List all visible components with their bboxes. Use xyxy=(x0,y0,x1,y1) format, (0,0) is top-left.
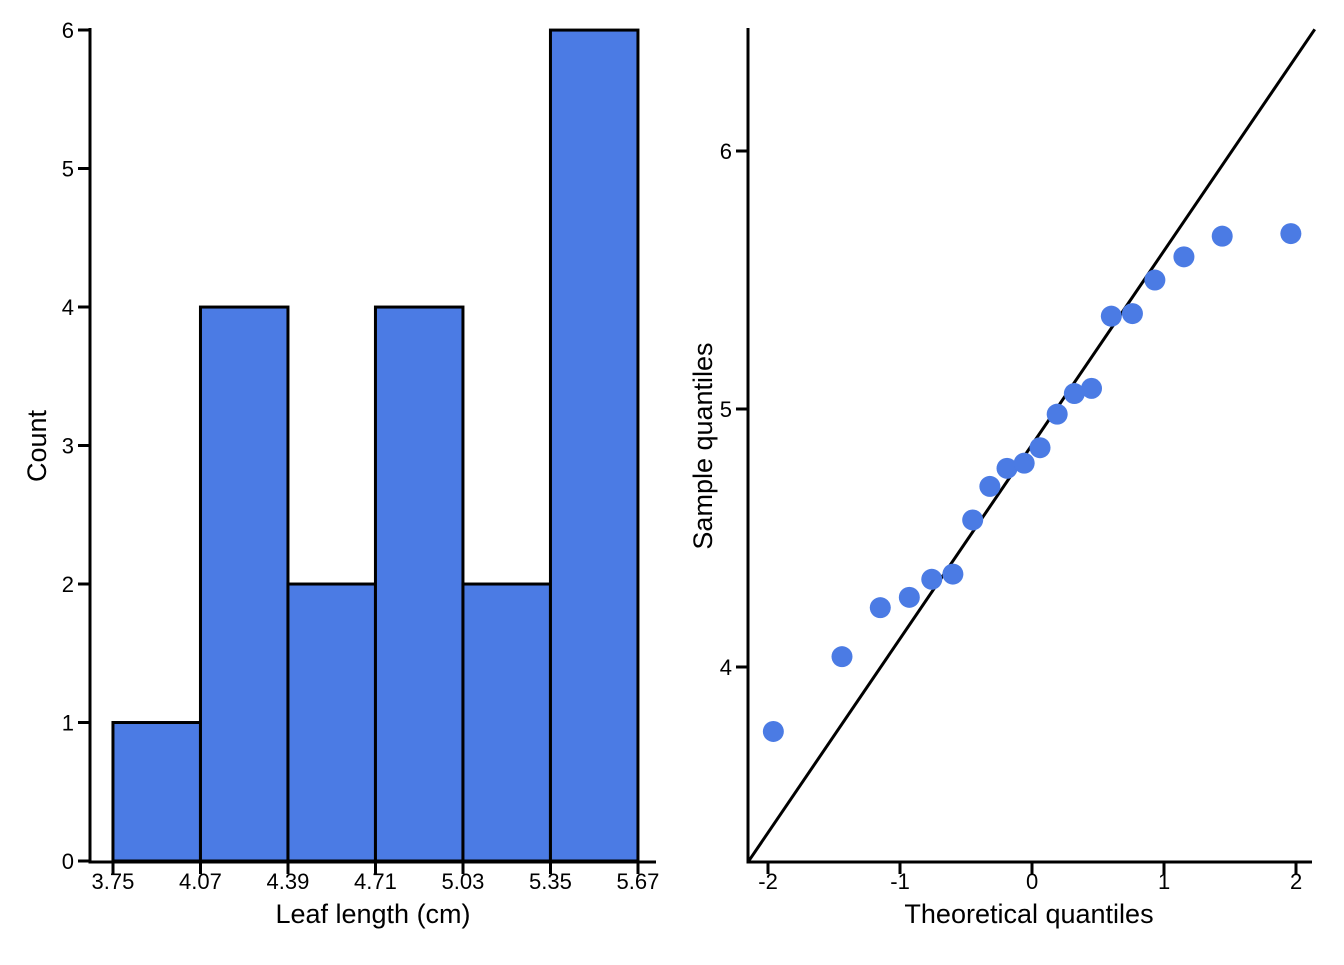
x-axis-title: Leaf length (cm) xyxy=(275,899,470,929)
x-tick-label: 4.07 xyxy=(179,869,222,894)
x-tick-label: -1 xyxy=(890,869,910,894)
x-tick-label: 2 xyxy=(1290,869,1302,894)
y-tick-label: 1 xyxy=(62,711,74,736)
x-tick-label: 0 xyxy=(1026,869,1038,894)
y-tick-label: 2 xyxy=(62,572,74,597)
x-tick-label: 5.35 xyxy=(529,869,572,894)
qq-point xyxy=(979,475,1001,497)
y-tick-label: 4 xyxy=(62,295,74,320)
x-tick-label: -2 xyxy=(758,869,778,894)
qq-point xyxy=(1173,246,1195,268)
qq-point xyxy=(1121,303,1143,325)
qq-point xyxy=(1013,452,1035,474)
qq-point xyxy=(1100,305,1122,327)
qq-point xyxy=(898,586,920,608)
y-tick-label: 6 xyxy=(720,139,732,164)
x-tick-label: 3.75 xyxy=(92,869,135,894)
qq-point xyxy=(1063,383,1085,405)
histogram-bar xyxy=(111,721,202,863)
y-axis-title: Count xyxy=(22,409,52,482)
x-tick-label: 5.67 xyxy=(617,869,660,894)
histogram-panel: 3.75 4.07 4.39 4.71 5.03 5.35 5.67 0 1 2 3 4 5 6 Leaf … xyxy=(22,18,659,929)
qq-point xyxy=(1046,403,1068,425)
y-tick-label: 5 xyxy=(62,157,74,182)
y-tick-label: 0 xyxy=(62,849,74,874)
histogram-bar xyxy=(373,305,465,863)
y-tick-label: 5 xyxy=(720,397,732,422)
histogram-bar xyxy=(286,582,377,863)
histogram-bar xyxy=(198,305,290,863)
qq-plot-panel: -2 -1 0 1 2 4 5 6 Theoretical quantiles Sample qu… xyxy=(688,28,1316,929)
histogram-bar xyxy=(461,582,552,863)
x-axis-title: Theoretical quantiles xyxy=(904,899,1153,929)
x-tick-label: 5.03 xyxy=(442,869,485,894)
qq-point xyxy=(869,597,891,619)
qq-point xyxy=(996,457,1018,479)
qq-point xyxy=(942,563,964,585)
y-axis-title: Sample quantiles xyxy=(688,342,718,549)
x-tick-label: 4.39 xyxy=(267,869,310,894)
x-tick-label: 4.71 xyxy=(354,869,397,894)
histogram-bar xyxy=(548,28,640,863)
y-tick-label: 6 xyxy=(62,18,74,43)
qq-point xyxy=(962,509,984,531)
qq-point xyxy=(1280,223,1302,245)
qq-point xyxy=(1029,437,1051,459)
qq-point xyxy=(762,720,784,742)
x-tick-label: 1 xyxy=(1158,869,1170,894)
qq-point xyxy=(921,568,943,590)
qq-point xyxy=(1144,269,1166,291)
qq-point xyxy=(831,646,853,668)
qq-point xyxy=(1211,225,1233,247)
qq-point xyxy=(1081,377,1103,399)
y-tick-label: 3 xyxy=(62,434,74,459)
y-tick-label: 4 xyxy=(720,655,732,680)
